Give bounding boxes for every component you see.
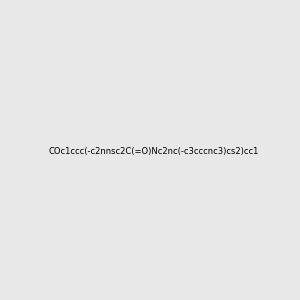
Text: COc1ccc(-c2nnsc2C(=O)Nc2nc(-c3cccnc3)cs2)cc1: COc1ccc(-c2nnsc2C(=O)Nc2nc(-c3cccnc3)cs2… [49, 147, 259, 156]
